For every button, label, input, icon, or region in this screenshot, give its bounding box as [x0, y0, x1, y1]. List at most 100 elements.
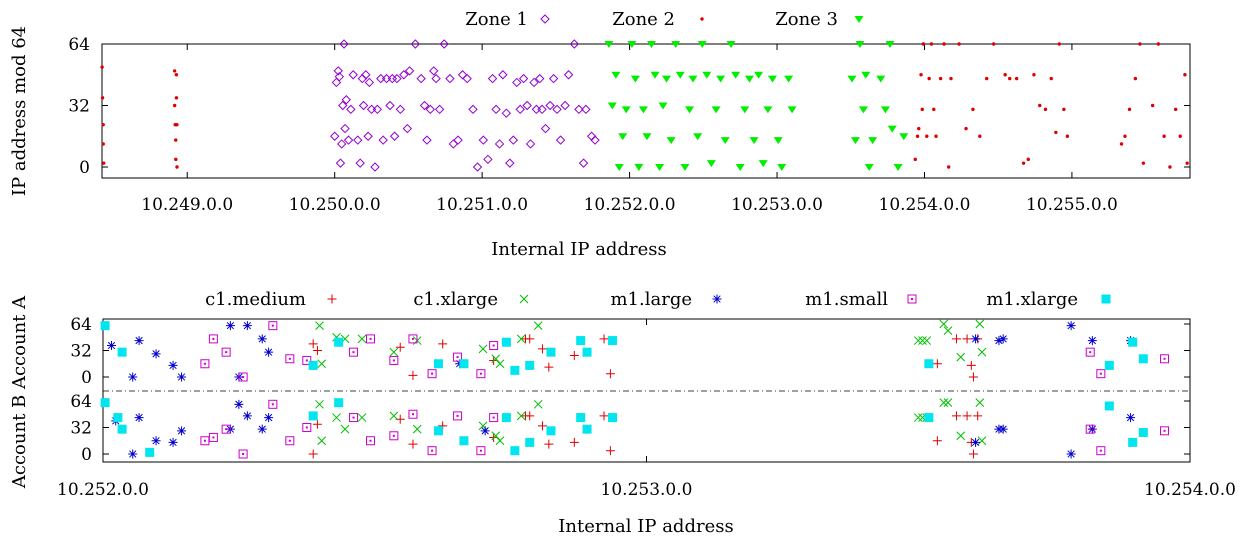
data-point-account-b-m1-xlarge — [1104, 401, 1114, 411]
data-point-zone-2 — [1141, 161, 1146, 165]
data-point-zone-1 — [378, 135, 388, 145]
data-point-zone-2 — [1026, 157, 1030, 162]
x-tick-label: 10.251.0.0 — [436, 195, 528, 215]
data-point-zone-2 — [175, 165, 179, 169]
data-point-account-a-m1-small — [200, 359, 210, 369]
data-point-zone-2 — [971, 107, 975, 112]
data-point-account-b-m1-large — [168, 437, 178, 447]
data-point-zone-1 — [535, 73, 545, 84]
data-point-zone-1 — [552, 104, 562, 115]
data-point-zone-2 — [921, 42, 926, 46]
data-point-zone-1 — [399, 70, 409, 80]
data-point-account-b-c1-medium — [973, 411, 983, 421]
data-point-zone-1 — [468, 104, 478, 115]
data-point-account-a-c1-medium — [605, 369, 615, 379]
data-point-account-b-c1-medium — [605, 446, 615, 456]
data-point-account-a-m1-small — [389, 355, 399, 365]
data-point-zone-1 — [331, 77, 342, 88]
data-point-account-a-m1-xlarge — [525, 360, 535, 370]
data-point-account-b-m1-xlarge — [145, 447, 155, 457]
data-point-account-b-m1-small — [427, 446, 437, 456]
data-point-account-b-c1-xlarge — [495, 436, 505, 446]
data-point-account-b-m1-large — [134, 413, 144, 423]
data-point-account-a-m1-xlarge — [924, 359, 934, 369]
data-point-account-b-m1-xlarge — [582, 424, 592, 434]
data-point-zone-1 — [416, 73, 426, 84]
x-tick-label: 10.250.0.0 — [289, 195, 381, 215]
data-point-account-b-m1-xlarge — [308, 411, 318, 421]
plot-frame — [102, 318, 1191, 463]
data-point-account-a-c1-medium — [537, 344, 547, 354]
data-point-zone-3 — [893, 164, 903, 171]
data-point-account-a-c1-xlarge — [491, 354, 501, 364]
data-point-account-a-c1-medium — [308, 339, 318, 349]
data-point-zone-1 — [563, 70, 574, 80]
data-point-account-a-m1-large — [1066, 321, 1076, 331]
data-point-zone-2 — [1049, 76, 1053, 81]
data-point-account-b-c1-xlarge — [975, 398, 985, 408]
data-point-zone-1 — [505, 158, 515, 168]
data-point-account-a-c1-xlarge — [389, 347, 399, 357]
data-point-zone-2 — [1057, 42, 1061, 46]
data-point-account-b-m1-small — [349, 413, 359, 423]
data-point-zone-3 — [688, 75, 698, 83]
data-point-account-b-m1-small — [302, 423, 312, 432]
data-point-account-b-m1-xlarge — [546, 426, 556, 436]
data-point-zone-3 — [604, 41, 614, 48]
data-point-zone-3 — [658, 102, 668, 110]
data-point-account-a-m1-large — [106, 341, 116, 351]
data-point-zone-2 — [1054, 130, 1058, 135]
data-point-account-a-m1-small — [489, 341, 499, 351]
data-point-zone-2 — [100, 65, 104, 69]
data-point-zone-2 — [1119, 142, 1124, 146]
data-point-account-b-c1-xlarge — [516, 411, 526, 421]
data-point-account-a-c1-medium — [525, 334, 535, 344]
data-point-account-b-c1-medium — [951, 411, 961, 421]
data-point-account-b-m1-small — [285, 436, 295, 446]
x-tick-label: 10.255.0.0 — [1026, 195, 1118, 215]
data-point-zone-1 — [376, 73, 386, 84]
data-point-zone-1 — [448, 139, 459, 149]
legend-marker-zone-1 — [540, 14, 550, 24]
data-point-zone-2 — [917, 126, 921, 131]
data-point-zone-1 — [387, 73, 398, 84]
data-point-account-a-c1-xlarge — [913, 336, 923, 345]
data-point-account-a-c1-medium — [312, 346, 322, 355]
data-point-zone-3 — [655, 164, 665, 171]
data-point-zone-2 — [174, 73, 179, 77]
data-point-account-b-m1-large — [242, 411, 252, 421]
data-point-zone-2 — [1062, 107, 1066, 112]
data-point-account-a-m1-xlarge — [308, 360, 318, 370]
data-point-account-a-c1-xlarge — [943, 326, 953, 335]
data-point-zone-1 — [483, 154, 493, 165]
data-point-zone-1 — [419, 100, 430, 111]
data-point-account-a-m1-large — [1087, 336, 1097, 346]
data-point-zone-2 — [938, 76, 943, 81]
data-point-zone-2 — [932, 107, 936, 112]
data-point-account-a-c1-medium — [395, 342, 405, 352]
data-point-zone-2 — [1183, 73, 1187, 77]
data-point-account-b-m1-large — [234, 399, 244, 409]
data-point-zone-1 — [560, 100, 570, 111]
data-point-account-a-c1-xlarge — [315, 321, 324, 331]
y-tick-label: 32 — [68, 97, 90, 117]
data-point-account-a-c1-medium — [951, 334, 961, 344]
x-tick-label: 10.252.0.0 — [57, 480, 149, 500]
data-point-zone-2 — [1021, 161, 1026, 165]
data-point-account-b-m1-large — [257, 424, 267, 434]
data-point-zone-3 — [899, 133, 909, 141]
data-point-zone-2 — [1156, 42, 1161, 46]
data-point-zone-1 — [422, 135, 432, 145]
data-point-zone-1 — [457, 70, 468, 80]
data-point-account-a-m1-xlarge — [433, 359, 443, 369]
data-point-zone-2 — [915, 134, 920, 138]
data-point-account-a-m1-xlarge — [100, 321, 110, 331]
data-point-account-b-c1-medium — [968, 449, 978, 459]
data-point-zone-2 — [174, 157, 178, 162]
x-tick-label: 10.249.0.0 — [141, 195, 233, 215]
data-point-account-b-m1-small — [389, 431, 399, 441]
data-point-account-b-m1-large — [971, 437, 981, 447]
data-point-account-b-c1-medium — [408, 439, 418, 449]
data-point-zone-1 — [425, 104, 436, 115]
